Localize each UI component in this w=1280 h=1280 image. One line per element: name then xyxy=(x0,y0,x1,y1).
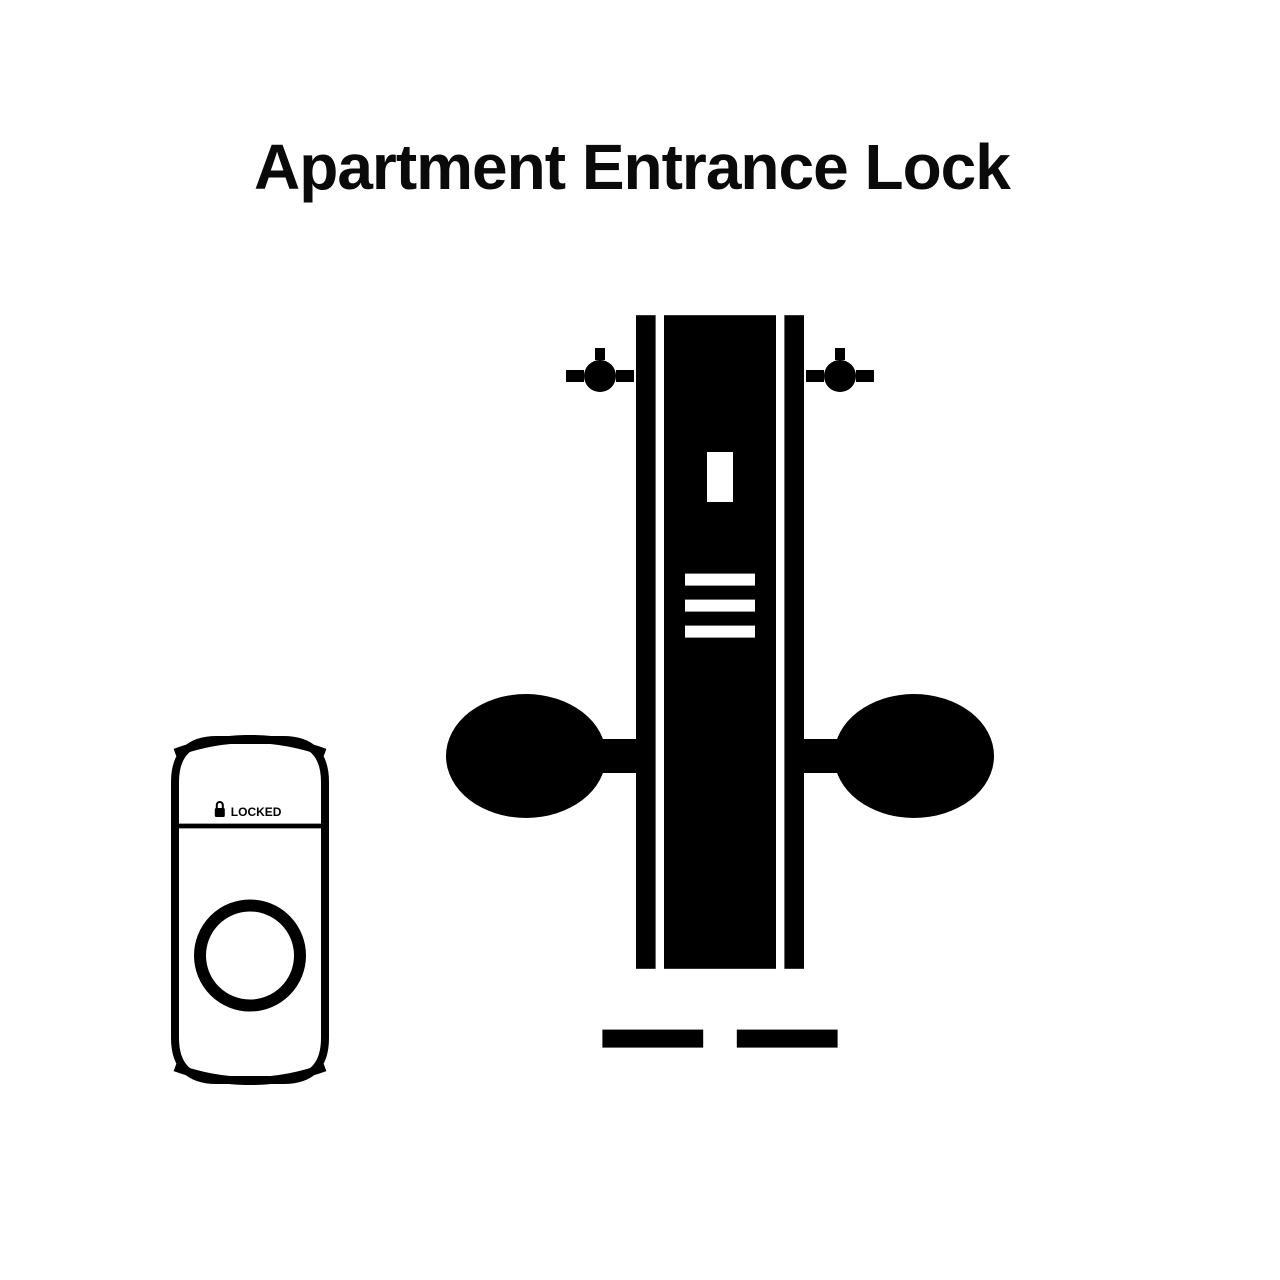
mortise-lock-diagram xyxy=(440,300,1000,1065)
indicator-label: LOCKED xyxy=(231,805,282,819)
page-title: Apartment Entrance Lock xyxy=(254,130,1010,204)
indicator-plate: LOCKED xyxy=(170,735,330,1090)
